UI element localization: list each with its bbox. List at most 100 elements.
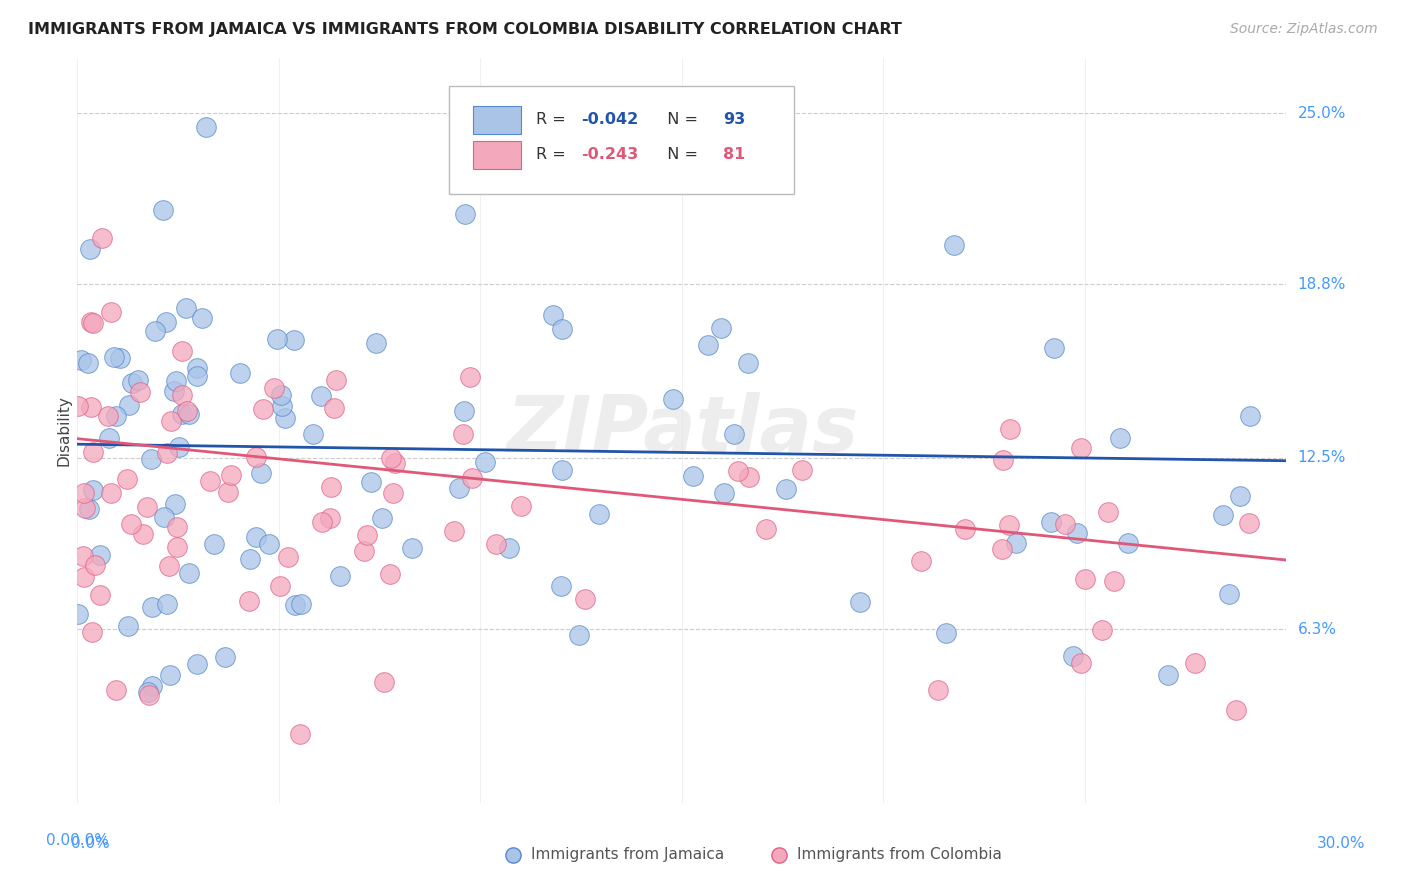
Point (159, 667, 181, 681)
Point (364, 336, 387, 351)
Point (360, 475, 382, 489)
Point (91, 230, 114, 244)
Point (70, 352, 93, 367)
Point (713, 486, 735, 500)
Point (79, 502, 101, 516)
Point (270, 388, 292, 402)
Text: N =: N = (657, 112, 703, 128)
Point (458, 370, 481, 384)
Text: N =: N = (657, 147, 703, 162)
Point (737, 356, 759, 370)
Point (329, 569, 352, 583)
Point (228, 366, 250, 380)
Point (1157, 668, 1180, 682)
Point (790, 463, 813, 477)
Point (371, 511, 394, 525)
Text: 93: 93 (723, 112, 745, 128)
Point (152, 202, 174, 217)
Point (170, 407, 193, 421)
Point (498, 541, 520, 555)
Point (103, 350, 125, 364)
Point (353, 544, 375, 558)
Text: IMMIGRANTS FROM JAMAICA VS IMMIGRANTS FROM COLOMBIA DISABILITY CORRELATION CHART: IMMIGRANTS FROM JAMAICA VS IMMIGRANTS FR… (28, 22, 903, 37)
Point (80, 624, 103, 639)
Point (108, 351, 131, 365)
Point (588, 508, 610, 522)
Point (1070, 656, 1092, 670)
Point (998, 517, 1021, 532)
Point (156, 597, 179, 611)
Point (384, 456, 406, 470)
Y-axis label: Disability: Disability (56, 395, 72, 466)
Point (163, 384, 186, 399)
Point (79, 242, 101, 256)
Point (311, 389, 333, 403)
Point (166, 540, 188, 554)
Point (453, 427, 475, 442)
Point (311, 515, 333, 529)
Point (318, 511, 340, 525)
Point (373, 674, 395, 689)
Point (127, 373, 149, 387)
Text: 30.0%: 30.0% (1316, 837, 1365, 851)
Point (551, 322, 574, 336)
Point (551, 462, 574, 476)
Point (323, 401, 346, 416)
Point (82, 483, 104, 497)
Point (284, 599, 307, 613)
Point (104, 682, 127, 697)
Point (697, 338, 720, 352)
Text: -0.042: -0.042 (582, 112, 638, 128)
Point (910, 554, 932, 568)
Point (66, 607, 89, 622)
Point (77, 356, 100, 370)
Point (454, 207, 477, 221)
Text: 0.0%: 0.0% (72, 837, 110, 851)
Point (283, 333, 305, 347)
Point (991, 452, 1014, 467)
Point (302, 426, 325, 441)
Point (1225, 704, 1247, 718)
Point (121, 376, 143, 391)
Point (1229, 490, 1251, 504)
Point (443, 524, 465, 538)
Point (245, 450, 267, 464)
Point (80, 400, 103, 414)
Point (89, 589, 111, 603)
Point (1066, 526, 1088, 541)
Point (263, 381, 285, 395)
Point (214, 650, 236, 665)
Point (738, 470, 761, 484)
Point (156, 446, 179, 460)
Point (266, 332, 288, 346)
Point (1109, 431, 1132, 445)
Point (163, 497, 186, 511)
Text: R =: R = (536, 147, 571, 162)
Point (194, 120, 217, 134)
Point (118, 398, 141, 412)
Point (239, 551, 262, 566)
Point (1070, 441, 1092, 455)
Point (73, 501, 96, 516)
Point (245, 530, 267, 544)
Point (191, 310, 214, 325)
Point (170, 388, 193, 402)
Point (155, 315, 177, 329)
Point (132, 527, 155, 541)
Point (117, 472, 139, 486)
Text: Immigrants from Jamaica: Immigrants from Jamaica (531, 847, 724, 863)
Point (574, 592, 596, 607)
Point (97, 409, 120, 423)
Point (380, 450, 402, 465)
Point (136, 685, 159, 699)
Point (449, 481, 471, 495)
Point (1237, 516, 1260, 530)
Text: Source: ZipAtlas.com: Source: ZipAtlas.com (1230, 22, 1378, 37)
Point (186, 657, 208, 671)
Point (953, 522, 976, 536)
Point (484, 537, 506, 551)
Point (117, 619, 139, 633)
Text: R =: R = (536, 112, 571, 128)
Point (380, 567, 402, 582)
Point (252, 402, 274, 417)
